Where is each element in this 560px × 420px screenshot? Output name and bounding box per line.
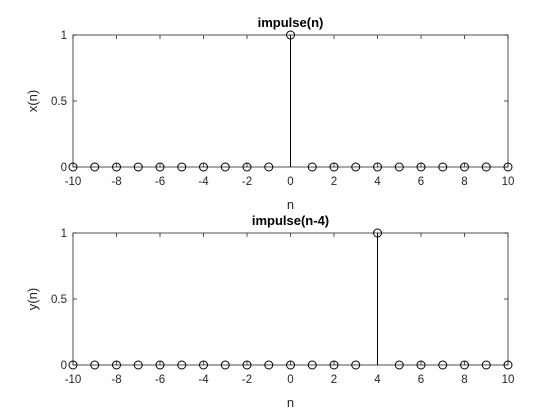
subplot-shifted-impulse: impulse(n-4) n y(n) -10 -8 -6 -4 -2 0 2 4 6 8 10 0 0… bbox=[25, 213, 514, 410]
y-tick-label: 0 bbox=[61, 360, 67, 372]
x-tick-label: -10 bbox=[65, 176, 82, 188]
stem-marker bbox=[199, 360, 208, 370]
stem-marker bbox=[438, 162, 448, 172]
x-tick-label: 0 bbox=[287, 374, 293, 386]
stem-marker bbox=[177, 360, 187, 370]
stem-marker bbox=[264, 162, 274, 172]
x-tick-label: 8 bbox=[461, 176, 467, 188]
stem-marker bbox=[133, 360, 143, 370]
stem-marker bbox=[155, 162, 165, 172]
x-axis-label: n bbox=[287, 395, 294, 410]
stem-marker bbox=[112, 162, 121, 172]
stem-marker bbox=[90, 162, 100, 172]
stem-marker bbox=[242, 360, 252, 370]
x-axis-label: n bbox=[287, 197, 294, 212]
x-tick-label: -2 bbox=[242, 176, 252, 188]
stem-marker bbox=[112, 360, 121, 370]
stem-marker bbox=[373, 162, 382, 172]
stem-marker bbox=[155, 360, 165, 370]
y-tick-label: 0 bbox=[61, 162, 67, 174]
stem-marker bbox=[481, 162, 491, 172]
x-tick-label: -6 bbox=[155, 374, 165, 386]
x-tick-label: 6 bbox=[418, 176, 424, 188]
stem-marker bbox=[329, 162, 339, 172]
stem-marker bbox=[220, 360, 230, 370]
stem-marker bbox=[460, 360, 469, 370]
stem-marker bbox=[503, 360, 513, 370]
chart-title: impulse(n-4) bbox=[252, 213, 329, 228]
stem-marker bbox=[416, 162, 426, 172]
x-tick-label: 10 bbox=[502, 176, 515, 188]
stem-marker bbox=[177, 162, 187, 172]
x-tick-label: 6 bbox=[418, 374, 424, 386]
y-axis-label: y(n) bbox=[25, 288, 40, 310]
stem-marker bbox=[307, 162, 317, 172]
tick-group: -10 -8 -6 -4 -2 0 2 4 6 8 10 0 0.5 1 bbox=[51, 30, 514, 188]
x-tick-label: 0 bbox=[287, 176, 293, 188]
axes-box bbox=[72, 232, 509, 366]
y-tick-label: 1 bbox=[61, 30, 67, 42]
stem-marker bbox=[199, 162, 208, 172]
stem-marker bbox=[351, 360, 361, 370]
stem-marker bbox=[286, 30, 295, 40]
y-tick-label: 1 bbox=[61, 228, 67, 240]
x-tick-label: 8 bbox=[461, 374, 467, 386]
stem-marker bbox=[438, 360, 448, 370]
x-tick-label: -6 bbox=[155, 176, 165, 188]
stem-marker bbox=[481, 360, 491, 370]
stem-marker bbox=[220, 162, 230, 172]
stem-marker bbox=[133, 162, 143, 172]
stem-marker bbox=[264, 360, 274, 370]
tick-group: -10 -8 -6 -4 -2 0 2 4 6 8 10 0 0.5 1 bbox=[51, 228, 514, 386]
stem-marker bbox=[503, 162, 513, 172]
stem-marker bbox=[351, 162, 361, 172]
x-tick-label: -8 bbox=[111, 374, 121, 386]
x-tick-label: 4 bbox=[374, 176, 381, 188]
stem-marker bbox=[394, 162, 404, 172]
stem-marker bbox=[373, 228, 382, 238]
stem-marker bbox=[329, 360, 339, 370]
stem-marker bbox=[307, 360, 317, 370]
x-tick-label: 4 bbox=[374, 374, 381, 386]
stem-series bbox=[68, 228, 513, 370]
x-tick-label: -4 bbox=[198, 374, 209, 386]
stem-marker bbox=[416, 360, 426, 370]
x-tick-label: -8 bbox=[111, 176, 121, 188]
x-tick-label: -4 bbox=[198, 176, 209, 188]
x-tick-label: 10 bbox=[502, 374, 515, 386]
stem-series bbox=[68, 30, 513, 172]
x-tick-label: -10 bbox=[65, 374, 82, 386]
x-tick-label: -2 bbox=[242, 374, 252, 386]
chart-title: impulse(n) bbox=[258, 15, 324, 30]
stem-marker bbox=[68, 162, 78, 172]
stem-marker bbox=[68, 360, 78, 370]
x-tick-label: 2 bbox=[331, 176, 337, 188]
x-tick-label: 2 bbox=[331, 374, 337, 386]
stem-marker bbox=[286, 360, 295, 370]
y-tick-label: 0.5 bbox=[51, 294, 67, 306]
stem-marker bbox=[394, 360, 404, 370]
stem-marker bbox=[90, 360, 100, 370]
subplot-impulse: impulse(n) n x(n) -10 -8 -6 -4 -2 0 2 4 6 8 10 0 0.5… bbox=[25, 15, 514, 212]
stem-marker bbox=[460, 162, 469, 172]
y-axis-label: x(n) bbox=[25, 90, 40, 112]
y-tick-label: 0.5 bbox=[51, 96, 67, 108]
stem-marker bbox=[242, 162, 252, 172]
